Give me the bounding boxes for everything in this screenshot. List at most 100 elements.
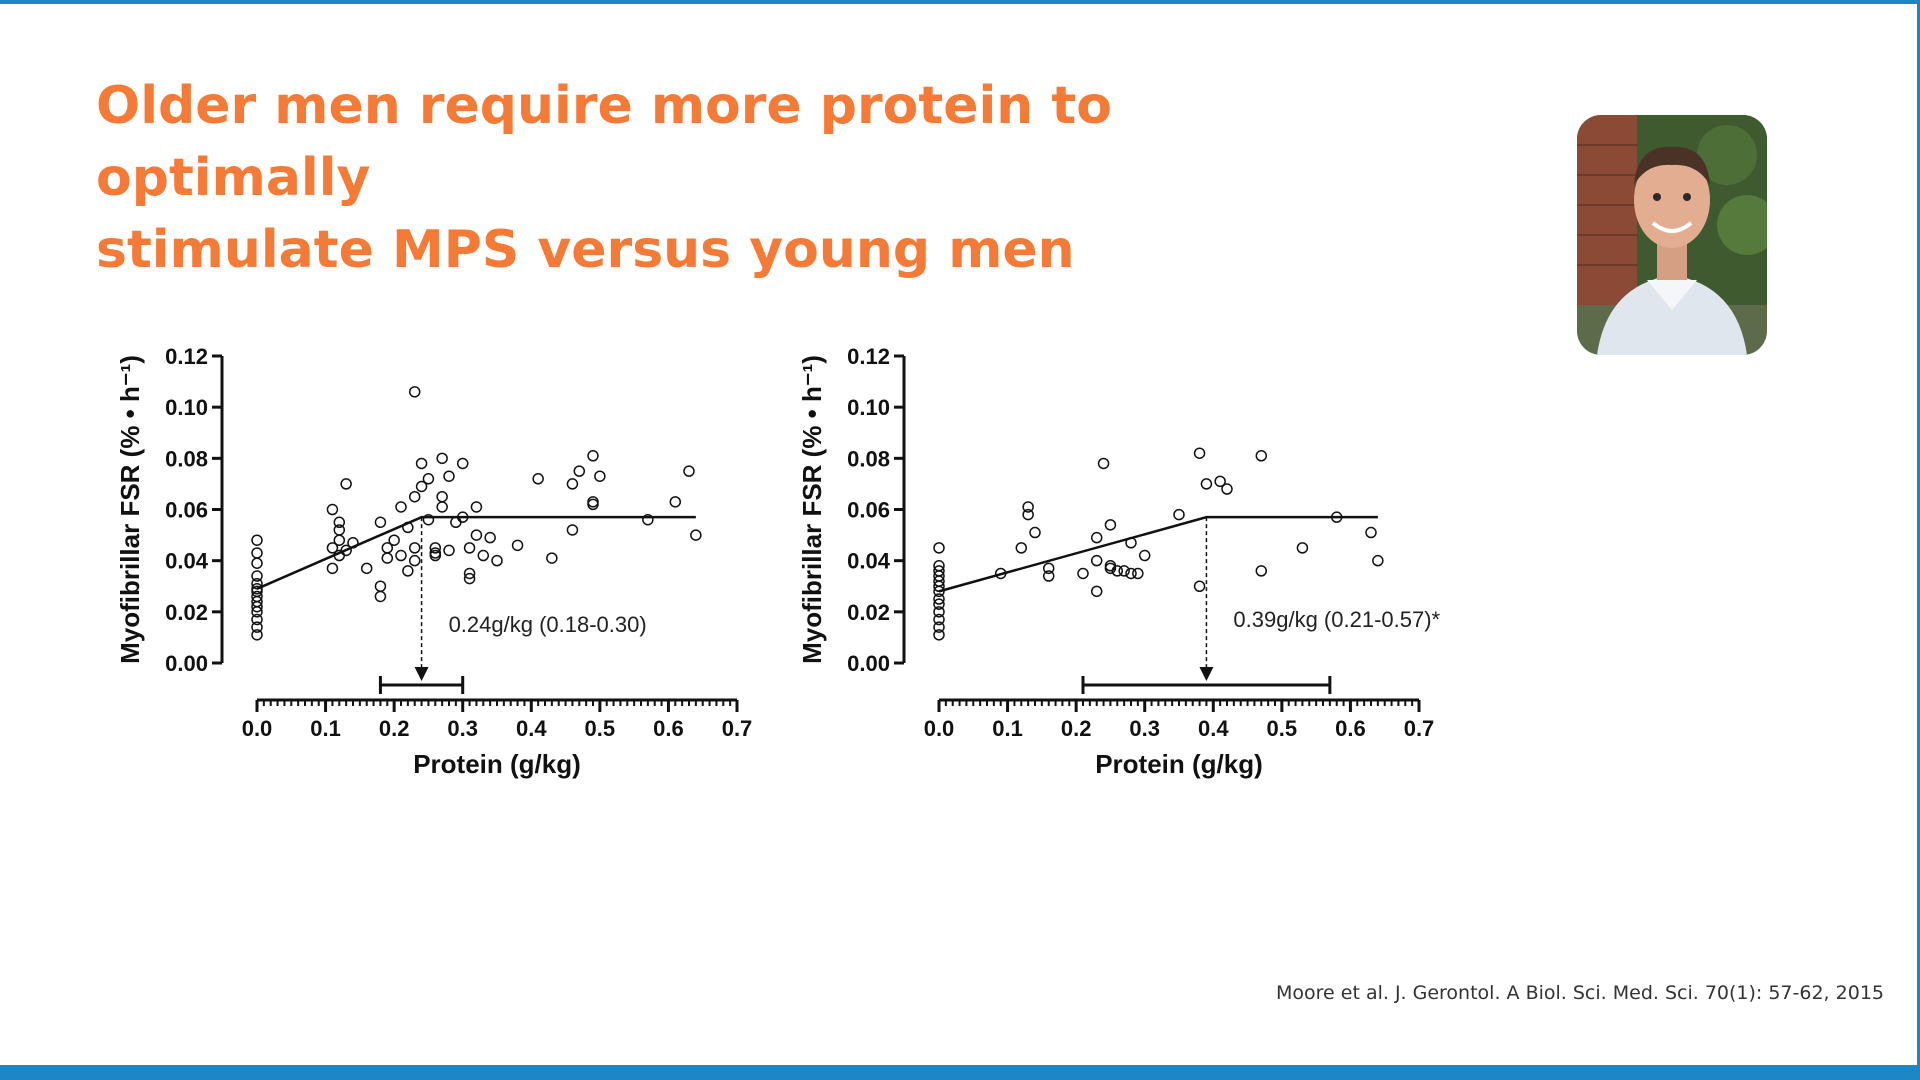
y-tick-label: 0.10	[165, 395, 208, 420]
top-accent-bar	[0, 0, 1920, 4]
data-point	[1015, 542, 1028, 554]
presenter-photo	[1577, 115, 1767, 355]
data-point	[587, 450, 599, 462]
chart-older-men-plot: 0.00 0.02 0.04 0.06 0.08 0.10 0.12 Myofibrillar…	[797, 344, 1441, 779]
x-tick-label: 0.4	[516, 716, 547, 741]
data-point	[1200, 478, 1213, 490]
data-point	[532, 473, 544, 485]
data-point	[429, 542, 442, 554]
data-point	[326, 503, 339, 516]
y-tick-label: 0.02	[847, 600, 890, 625]
data-point	[1173, 508, 1185, 521]
data-point	[1042, 562, 1055, 575]
data-point	[566, 524, 579, 536]
data-point	[511, 539, 524, 552]
x-tick-label: 0.6	[1335, 716, 1366, 741]
y-tick-label: 0.04	[165, 549, 209, 574]
data-point	[463, 567, 476, 580]
x-tick-label: 0.3	[447, 716, 478, 741]
data-point	[251, 621, 263, 633]
data-point	[994, 567, 1007, 580]
y-tick-label: 0.00	[165, 651, 208, 676]
data-point	[408, 554, 421, 567]
x-tick-label: 0.6	[653, 716, 684, 741]
x-axis-label: Protein (g/kg)	[413, 749, 581, 779]
data-point	[594, 470, 606, 482]
data-point	[333, 516, 346, 529]
data-point	[333, 524, 346, 536]
data-point	[333, 534, 346, 546]
data-point	[470, 501, 483, 513]
data-point	[381, 552, 394, 564]
data-point	[1255, 565, 1268, 577]
data-point	[1125, 537, 1137, 549]
data-point	[573, 465, 586, 477]
data-point	[1090, 585, 1103, 598]
chart-young-men-plot: 0.00 0.02 0.04 0.06 0.08 0.10 0.12 Myofibrillar…	[115, 344, 753, 779]
data-point	[402, 521, 414, 534]
data-point	[415, 480, 428, 493]
x-tick-label: 0.2	[1061, 716, 1092, 741]
breakpoint-arrow-head	[414, 667, 429, 681]
chart-young-men: 0.00 0.02 0.04 0.06 0.08 0.10 0.12 Myofibrillar…	[100, 330, 780, 800]
chart-older-men: 0.00 0.02 0.04 0.06 0.08 0.10 0.12 Myofibrillar…	[782, 330, 1462, 800]
data-point	[1138, 549, 1151, 562]
data-point	[463, 542, 476, 554]
data-point	[1255, 450, 1268, 462]
data-point	[456, 457, 469, 470]
data-point	[251, 613, 263, 626]
y-tick-label: 0.02	[165, 600, 208, 625]
slide-title-line-2: stimulate MPS versus young men	[96, 220, 1075, 280]
data-point	[251, 570, 263, 582]
data-point	[1365, 526, 1377, 539]
data-point	[436, 452, 448, 465]
data-point	[251, 629, 263, 641]
breakpoint-arrow-head	[1199, 667, 1214, 681]
data-point	[566, 478, 579, 490]
data-point	[470, 529, 483, 541]
data-point	[1193, 447, 1206, 459]
data-point	[933, 629, 945, 641]
data-point	[1330, 511, 1343, 523]
data-point	[1029, 526, 1041, 539]
data-point	[374, 580, 387, 592]
data-point	[587, 496, 599, 508]
data-point	[484, 531, 496, 544]
x-tick-label: 0.7	[1404, 716, 1435, 741]
data-point	[1221, 483, 1233, 495]
y-tick-label: 0.00	[847, 651, 890, 676]
data-point	[388, 534, 400, 546]
right-accent-edge	[1917, 0, 1920, 1080]
data-point	[642, 513, 654, 526]
x-axis-label: Protein (g/kg)	[1095, 749, 1263, 779]
data-point	[1372, 554, 1384, 567]
x-tick-label: 0.2	[379, 716, 410, 741]
data-point	[251, 534, 263, 546]
data-point	[933, 598, 945, 610]
data-point	[251, 590, 263, 603]
data-point	[1296, 542, 1309, 554]
x-tick-label: 0.0	[924, 716, 955, 741]
breakpoint-annotation: 0.24g/kg (0.18-0.30)	[449, 612, 647, 637]
data-point	[251, 577, 263, 590]
y-axis-label: Myofibrillar FSR (% • h⁻¹)	[115, 355, 145, 664]
y-tick-label: 0.04	[847, 549, 891, 574]
x-tick-label: 0.4	[1198, 716, 1229, 741]
data-point	[1022, 508, 1034, 521]
data-point	[395, 549, 407, 562]
y-tick-label: 0.10	[847, 395, 890, 420]
y-tick-label: 0.12	[847, 344, 890, 369]
data-point	[456, 511, 469, 523]
x-tick-label: 0.7	[722, 716, 753, 741]
data-point	[450, 516, 462, 529]
data-point	[690, 529, 702, 541]
data-point	[436, 501, 448, 513]
data-point	[933, 606, 945, 618]
data-point	[1097, 457, 1110, 470]
data-point	[422, 473, 435, 485]
data-point	[683, 465, 695, 477]
data-point	[669, 496, 682, 508]
data-point	[360, 562, 373, 575]
x-tick-label: 0.5	[585, 716, 616, 741]
data-point	[340, 478, 352, 490]
